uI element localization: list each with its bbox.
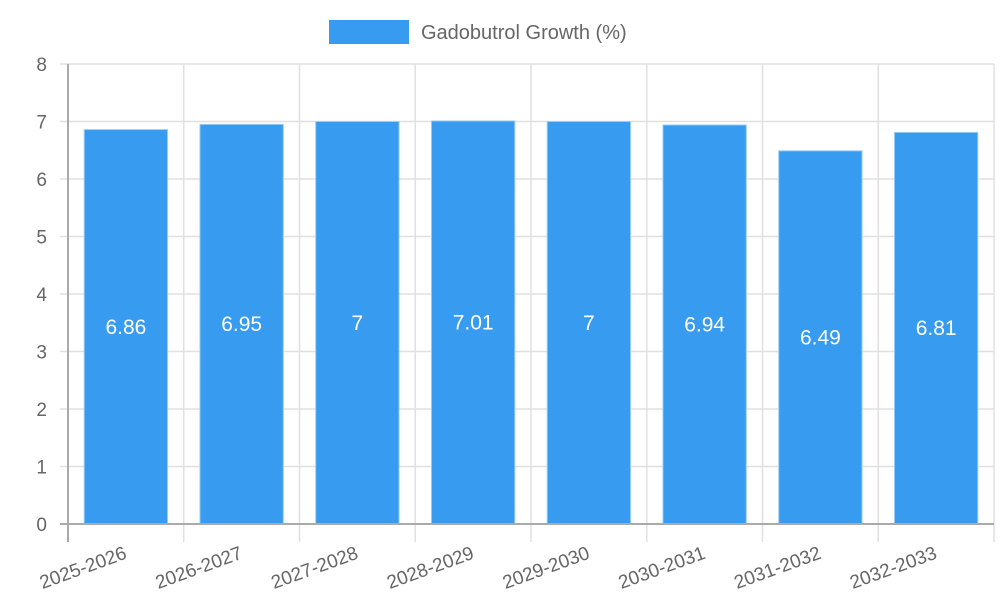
x-axis-ticks: 2025-2026 2026-2027 2027-2028 2028-2029 2029… xyxy=(37,543,940,594)
bar-2032-2033[interactable]: 6.81 xyxy=(893,131,979,525)
y-tick-label: 1 xyxy=(36,458,47,479)
bar-2028-2029[interactable]: 7.01 xyxy=(430,120,516,525)
legend[interactable]: Gadobutrol Growth (%) xyxy=(329,20,627,44)
bar-2031-2032[interactable]: 6.49 xyxy=(778,150,863,525)
bar-2026-2027[interactable]: 6.95 xyxy=(199,123,284,525)
x-tick-label: 2031-2032 xyxy=(732,543,825,594)
bar-value-label: 7 xyxy=(352,312,364,335)
x-tick-label: 2032-2033 xyxy=(847,543,940,594)
legend-label: Gadobutrol Growth (%) xyxy=(421,22,627,44)
bar-value-label: 6.95 xyxy=(221,313,262,336)
y-tick-label: 4 xyxy=(36,285,47,306)
x-tick-label: 2029-2030 xyxy=(500,543,593,594)
bar-value-label: 6.86 xyxy=(105,316,146,339)
y-tick-label: 0 xyxy=(36,515,47,536)
bar-rect[interactable] xyxy=(83,129,169,525)
bar-rect[interactable] xyxy=(893,131,979,525)
bar-value-label: 6.81 xyxy=(916,317,957,340)
bar-rect[interactable] xyxy=(199,123,284,525)
x-tick-label: 2025-2026 xyxy=(37,543,130,594)
bar-rect[interactable] xyxy=(315,121,400,525)
legend-swatch xyxy=(329,20,409,44)
bar-2029-2030[interactable]: 7 xyxy=(546,121,632,525)
bar-2025-2026[interactable]: 6.86 xyxy=(83,129,169,525)
bar-value-label: 6.94 xyxy=(684,313,725,336)
bar-value-label: 7.01 xyxy=(453,311,494,334)
bar-2030-2031[interactable]: 6.94 xyxy=(662,124,747,525)
y-tick-label: 5 xyxy=(36,228,47,249)
y-tick-label: 2 xyxy=(36,400,47,421)
x-tick-label: 2027-2028 xyxy=(269,543,362,594)
bar-value-label: 7 xyxy=(583,312,595,335)
bar-rect[interactable] xyxy=(662,124,747,525)
axes xyxy=(60,64,994,542)
y-tick-label: 6 xyxy=(36,170,47,191)
x-tick-label: 2026-2027 xyxy=(153,543,246,594)
bar-2027-2028[interactable]: 7 xyxy=(315,121,400,525)
y-tick-label: 7 xyxy=(36,113,47,134)
y-tick-label: 3 xyxy=(36,343,47,364)
y-tick-label: 8 xyxy=(36,55,47,76)
x-tick-label: 2028-2029 xyxy=(384,543,477,594)
bar-rect[interactable] xyxy=(778,150,863,525)
y-axis-ticks: 0 1 2 3 4 5 6 7 8 xyxy=(36,55,47,536)
bars: 6.86 6.95 7 7.01 7 6.94 6.49 6.81 xyxy=(83,120,979,525)
bar-value-label: 6.49 xyxy=(800,326,841,349)
x-tick-label: 2030-2031 xyxy=(616,543,709,594)
